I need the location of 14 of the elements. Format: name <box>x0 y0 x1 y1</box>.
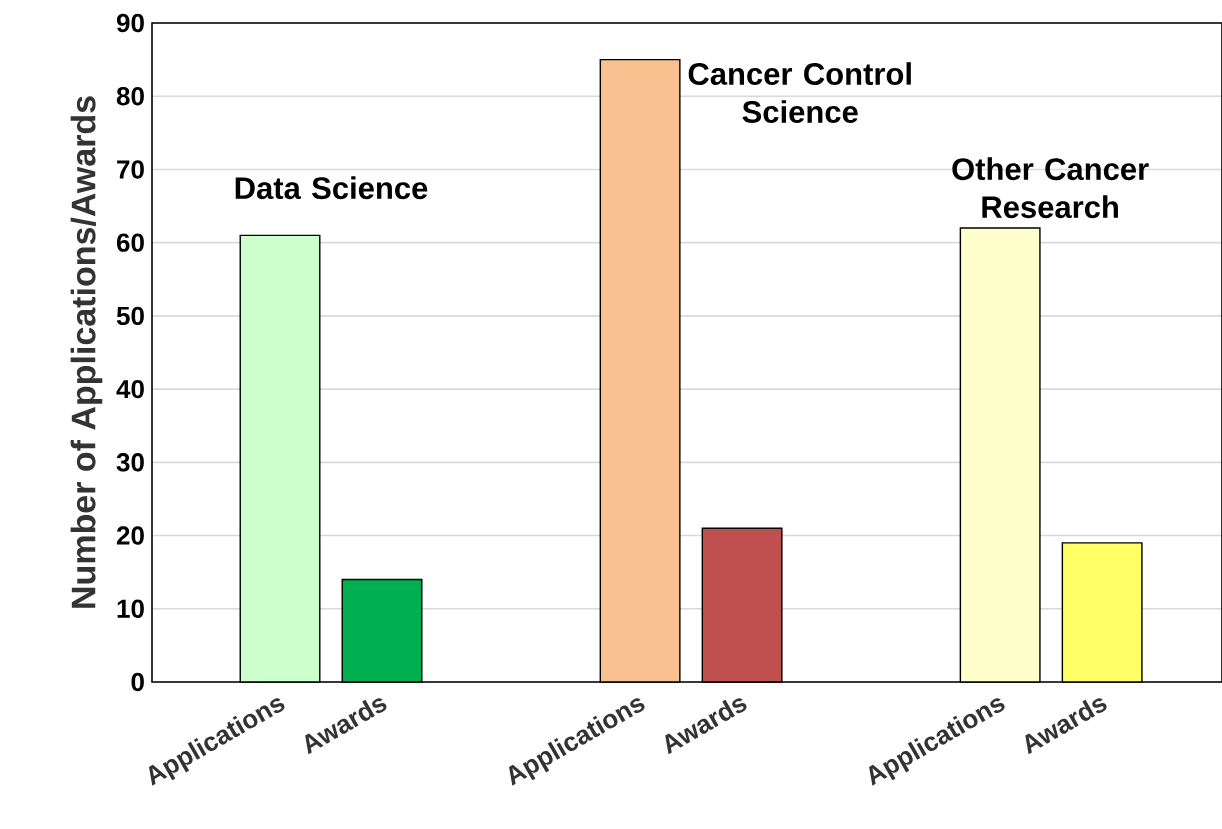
y-tick-label: 70 <box>117 160 144 179</box>
annotation: Other Cancer Research <box>952 157 1149 219</box>
y-tick-label: 20 <box>116 526 144 545</box>
annotation: Cancer Control Science <box>688 62 911 123</box>
y-tick-label: 90 <box>116 13 144 33</box>
y-axis-title: Number of Applications/Awards <box>70 96 103 608</box>
annotation: Data Science <box>235 176 428 200</box>
y-tick-label: 10 <box>117 599 144 618</box>
y-tick-label: 50 <box>116 306 144 326</box>
y-tick-label: 30 <box>116 453 144 472</box>
y-tick-label: 60 <box>116 233 144 252</box>
y-tick-label: 80 <box>116 87 144 106</box>
y-tick-label: 0 <box>131 672 144 692</box>
y-tick-label: 40 <box>116 379 144 399</box>
